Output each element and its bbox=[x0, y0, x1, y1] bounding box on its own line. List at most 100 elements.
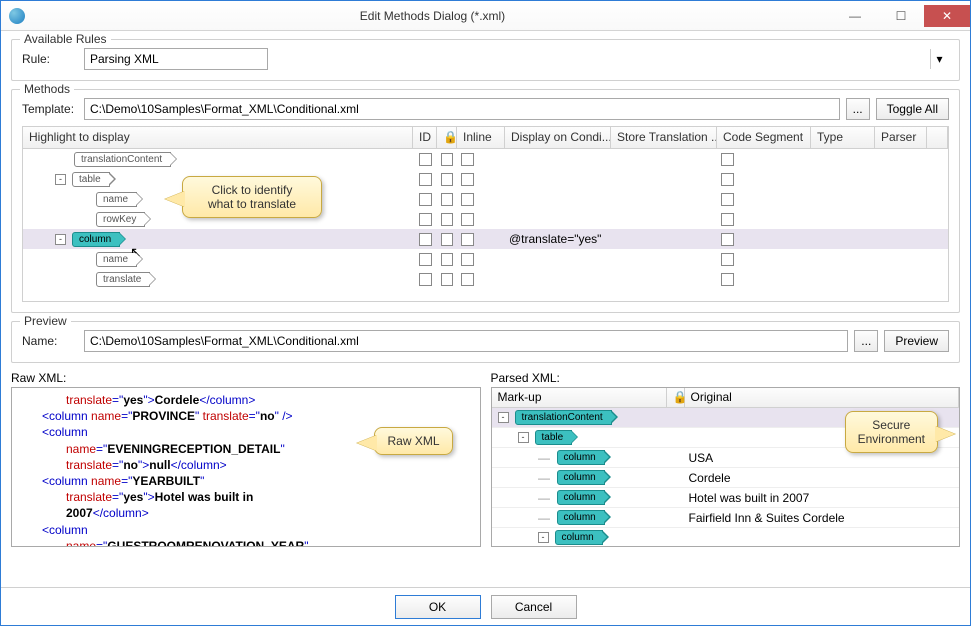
checkbox[interactable] bbox=[441, 213, 453, 226]
raw-xml-line: <column name="YEARBUILT" bbox=[18, 473, 474, 489]
callout-identify: Click to identifywhat to translate bbox=[182, 176, 322, 218]
available-rules-legend: Available Rules bbox=[20, 32, 111, 46]
raw-xml-line: translate="yes">Hotel was built in bbox=[18, 489, 474, 505]
checkbox[interactable] bbox=[419, 233, 432, 246]
col-inline[interactable]: Inline bbox=[457, 127, 505, 148]
xml-node[interactable]: column bbox=[557, 490, 605, 505]
checkbox[interactable] bbox=[419, 173, 432, 186]
minimize-button[interactable]: — bbox=[832, 5, 878, 27]
checkbox[interactable] bbox=[441, 193, 453, 206]
original-text: Cordele bbox=[685, 471, 960, 485]
col-store[interactable]: Store Translation ... bbox=[611, 127, 717, 148]
ok-button[interactable]: OK bbox=[395, 595, 481, 619]
col-id[interactable]: ID bbox=[413, 127, 437, 148]
tree-row[interactable]: name bbox=[23, 189, 948, 209]
xml-node[interactable]: column bbox=[557, 470, 605, 485]
expand-toggle[interactable]: - bbox=[55, 174, 66, 185]
xml-node[interactable]: column bbox=[557, 510, 605, 525]
display-condition: @translate="yes" bbox=[505, 232, 611, 246]
checkbox[interactable] bbox=[419, 213, 432, 226]
tree-row[interactable]: -column @translate="yes" bbox=[23, 229, 948, 249]
xml-node[interactable]: table bbox=[535, 430, 573, 445]
checkbox[interactable] bbox=[461, 273, 474, 286]
checkbox[interactable] bbox=[721, 193, 734, 206]
parsed-xml-pane: Parsed XML: Mark-up 🔒 Original -translat… bbox=[491, 371, 961, 547]
parsed-row[interactable]: —columnFairfield Inn & Suites Cordele bbox=[492, 508, 960, 528]
expand-toggle[interactable]: - bbox=[55, 234, 66, 245]
xml-node[interactable]: table bbox=[72, 172, 110, 187]
parsed-row[interactable]: —columnHotel was built in 2007 bbox=[492, 488, 960, 508]
checkbox[interactable] bbox=[441, 253, 453, 266]
tree-row[interactable]: name bbox=[23, 249, 948, 269]
col-lock-icon[interactable]: 🔒 bbox=[437, 127, 457, 148]
cancel-button[interactable]: Cancel bbox=[491, 595, 577, 619]
name-browse-button[interactable]: ... bbox=[854, 330, 878, 352]
col-parser[interactable]: Parser bbox=[875, 127, 927, 148]
checkbox[interactable] bbox=[419, 273, 432, 286]
tree-row[interactable]: translate bbox=[23, 269, 948, 289]
checkbox[interactable] bbox=[721, 153, 734, 166]
checkbox[interactable] bbox=[721, 273, 734, 286]
checkbox[interactable] bbox=[461, 193, 474, 206]
tree-row[interactable]: translationContent bbox=[23, 149, 948, 169]
raw-xml-pane: Raw XML: translate="yes">Cordele</column… bbox=[11, 371, 481, 547]
expand-toggle[interactable]: - bbox=[518, 432, 529, 443]
col-type[interactable]: Type bbox=[811, 127, 875, 148]
rule-label: Rule: bbox=[22, 52, 78, 66]
preview-legend: Preview bbox=[20, 314, 71, 328]
name-input[interactable] bbox=[84, 330, 848, 352]
checkbox[interactable] bbox=[721, 233, 734, 246]
checkbox[interactable] bbox=[461, 213, 474, 226]
expand-toggle[interactable]: - bbox=[538, 532, 549, 543]
xml-node[interactable]: translationContent bbox=[515, 410, 612, 425]
checkbox[interactable] bbox=[721, 173, 734, 186]
template-input[interactable] bbox=[84, 98, 840, 120]
xml-node[interactable]: name bbox=[96, 192, 137, 207]
xml-node[interactable]: name bbox=[96, 252, 137, 267]
original-text: Fairfield Inn & Suites Cordele bbox=[685, 511, 960, 525]
methods-group: Methods Template: ... Toggle All Highlig… bbox=[11, 89, 960, 313]
close-button[interactable]: ✕ bbox=[924, 5, 970, 27]
checkbox[interactable] bbox=[461, 233, 474, 246]
checkbox[interactable] bbox=[721, 213, 734, 226]
xml-node[interactable]: translationContent bbox=[74, 152, 171, 167]
methods-tree-grid[interactable]: Highlight to display ID 🔒 Inline Display… bbox=[22, 126, 949, 302]
col-display[interactable]: Display on Condi... bbox=[505, 127, 611, 148]
xml-node[interactable]: translate bbox=[96, 272, 150, 287]
tree-row[interactable]: rowKey bbox=[23, 209, 948, 229]
raw-xml-line: <column name="PROVINCE" translate="no" /… bbox=[18, 408, 474, 424]
checkbox[interactable] bbox=[441, 233, 453, 246]
preview-button[interactable]: Preview bbox=[884, 330, 949, 352]
template-browse-button[interactable]: ... bbox=[846, 98, 870, 120]
raw-xml-label: Raw XML: bbox=[11, 371, 481, 385]
tree-row[interactable]: -table bbox=[23, 169, 948, 189]
maximize-button[interactable]: ☐ bbox=[878, 5, 924, 27]
raw-xml-line: 2007</column> bbox=[18, 505, 474, 521]
checkbox[interactable] bbox=[461, 153, 474, 166]
col-code[interactable]: Code Segment bbox=[717, 127, 811, 148]
checkbox[interactable] bbox=[419, 153, 432, 166]
parsed-col-lock-icon[interactable]: 🔒 bbox=[667, 388, 685, 407]
rule-dropdown-icon[interactable]: ▾ bbox=[930, 49, 948, 69]
checkbox[interactable] bbox=[461, 173, 474, 186]
checkbox[interactable] bbox=[461, 253, 474, 266]
xml-node[interactable]: column bbox=[557, 450, 605, 465]
xml-node[interactable]: column bbox=[72, 232, 120, 247]
checkbox[interactable] bbox=[419, 253, 432, 266]
parsed-row[interactable]: -column bbox=[492, 528, 960, 547]
checkbox[interactable] bbox=[419, 193, 432, 206]
xml-node[interactable]: column bbox=[555, 530, 603, 545]
checkbox[interactable] bbox=[441, 273, 453, 286]
parsed-row[interactable]: —columnCordele bbox=[492, 468, 960, 488]
raw-xml-box[interactable]: translate="yes">Cordele</column><column … bbox=[11, 387, 481, 547]
checkbox[interactable] bbox=[441, 153, 453, 166]
xml-node[interactable]: rowKey bbox=[96, 212, 145, 227]
parsed-col-original[interactable]: Original bbox=[685, 388, 960, 407]
rule-input[interactable] bbox=[84, 48, 268, 70]
expand-toggle[interactable]: - bbox=[498, 412, 509, 423]
toggle-all-button[interactable]: Toggle All bbox=[876, 98, 949, 120]
parsed-col-markup[interactable]: Mark-up bbox=[492, 388, 667, 407]
checkbox[interactable] bbox=[441, 173, 453, 186]
checkbox[interactable] bbox=[721, 253, 734, 266]
col-highlight[interactable]: Highlight to display bbox=[23, 127, 413, 148]
